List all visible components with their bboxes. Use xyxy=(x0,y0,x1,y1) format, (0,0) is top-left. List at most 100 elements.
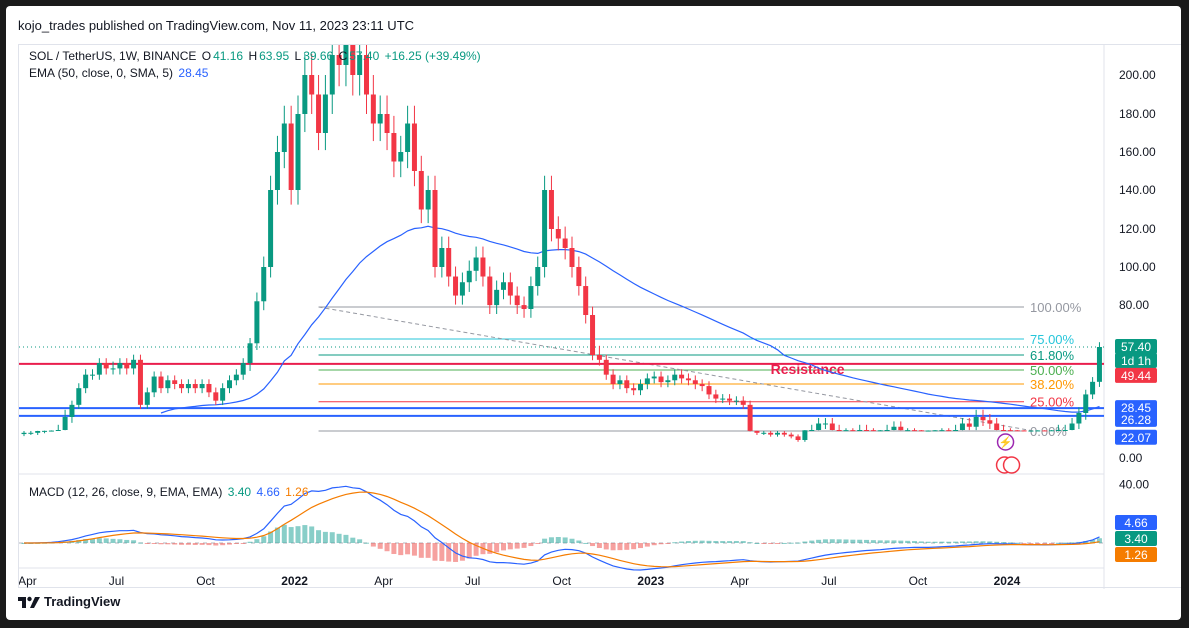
macd-histogram-bar xyxy=(624,543,630,550)
macd-histogram-bar xyxy=(213,543,219,546)
candle-body xyxy=(802,430,808,440)
candle-body xyxy=(1062,430,1068,431)
candle-body xyxy=(1014,430,1020,432)
macd-price-tag: 1.26 xyxy=(1124,548,1148,562)
macd-histogram-bar xyxy=(870,540,876,543)
price-tag-bg xyxy=(1115,411,1157,427)
time-axis-tick: Oct xyxy=(909,574,928,588)
time-axis-tick: Apr xyxy=(19,574,37,588)
high-value: 63.95 xyxy=(259,49,290,63)
candle-body xyxy=(987,420,993,424)
candle-body xyxy=(617,380,623,384)
candle-body xyxy=(1055,430,1061,431)
macd-histogram-bar xyxy=(583,542,589,544)
candle-body xyxy=(877,430,883,432)
time-axis-tick: Oct xyxy=(552,574,571,588)
macd-histogram-bar xyxy=(172,543,178,545)
low-label: L xyxy=(294,49,302,63)
candle-body xyxy=(727,398,733,401)
macd-histogram-bar xyxy=(295,526,301,543)
candle-body xyxy=(638,384,643,391)
macd-histogram-bar xyxy=(1042,543,1048,544)
candle-body xyxy=(357,55,363,75)
macd-histogram-bar xyxy=(562,537,568,543)
macd-histogram-bar xyxy=(411,543,417,556)
macd-histogram-bar xyxy=(446,543,452,562)
macd-histogram-bar xyxy=(227,543,232,545)
candle-body xyxy=(788,434,794,437)
candle-body xyxy=(21,432,27,435)
price-tag: 57.40 xyxy=(1121,340,1151,354)
macd-histogram-bar xyxy=(343,534,349,543)
symbol-title: SOL / TetherUS, 1W, BINANCE xyxy=(29,49,197,63)
dashed-trendline xyxy=(318,306,1035,432)
macd-label: MACD (12, 26, close, 9, EMA, EMA) xyxy=(29,485,223,499)
chart-frame: kojo_trades published on TradingView.com… xyxy=(6,6,1181,620)
candle-body xyxy=(980,417,986,421)
macd-histogram-bar xyxy=(939,541,945,543)
candle-body xyxy=(651,376,657,379)
macd-price-tag: 4.66 xyxy=(1124,516,1148,530)
macd-histogram-bar xyxy=(199,543,205,545)
candle-body xyxy=(562,238,568,248)
candle-body xyxy=(411,123,417,171)
candle-body xyxy=(281,123,287,152)
time-axis-tick: Apr xyxy=(374,574,393,588)
lightning-icon xyxy=(996,433,1015,451)
macd-histogram-bar xyxy=(1090,540,1096,543)
macd-histogram-bar xyxy=(843,539,849,543)
price-axis-tick: 200.00 xyxy=(1119,68,1156,82)
time-axis-tick: Jul xyxy=(465,574,480,588)
candle-body xyxy=(535,267,541,287)
candle-body xyxy=(576,267,582,287)
candle-body xyxy=(137,359,143,405)
candle-body xyxy=(28,432,34,434)
macd-histogram-bar xyxy=(548,537,554,543)
candle-body xyxy=(459,282,465,296)
symbol-legend: SOL / TetherUS, 1W, BINANCE O 41.16 H 63.9… xyxy=(29,49,483,63)
macd-histogram-bar xyxy=(487,543,493,554)
macd-histogram-bar xyxy=(973,541,979,543)
macd-histogram-bar xyxy=(994,541,1000,543)
macd-histogram-bar xyxy=(1007,542,1013,544)
chart-svg[interactable]: 200.00 180.00 160.00 140.00 120.00 100.00 80.0… xyxy=(19,45,1181,589)
candle-body xyxy=(274,152,280,190)
macd-histogram-bar xyxy=(733,541,739,543)
candle-body xyxy=(446,248,452,277)
time-axis-tick: Jul xyxy=(821,574,836,588)
macd-histogram-bar xyxy=(590,543,596,547)
fib-level-label: 38.20% xyxy=(1030,377,1075,392)
candle-body xyxy=(480,257,486,277)
macd-histogram-bar xyxy=(775,543,780,544)
chart-area[interactable]: 200.00 180.00 160.00 140.00 120.00 100.00 80.0… xyxy=(18,44,1181,589)
macd-legend: MACD (12, 26, close, 9, EMA, EMA) 3.40 4… xyxy=(29,485,311,499)
macd-histogram-bar xyxy=(610,543,616,551)
macd-histogram-bar xyxy=(405,543,411,555)
macd-histogram-bar xyxy=(631,543,637,550)
candle-body xyxy=(268,190,274,267)
candle-body xyxy=(775,432,780,435)
candle-body xyxy=(96,363,102,375)
ema-label: EMA (50, close, 0, SMA, 5) xyxy=(29,66,174,80)
macd-histogram-bar xyxy=(1035,543,1041,544)
macd-histogram-bar xyxy=(685,541,691,543)
macd-histogram-bar xyxy=(398,543,404,556)
macd-histogram-bar xyxy=(240,543,246,544)
macd-histogram-bar xyxy=(576,540,582,543)
macd-histogram-bar xyxy=(233,543,239,544)
macd-histogram-bar xyxy=(370,543,376,547)
macd-histogram-bar xyxy=(124,539,130,543)
candle-body xyxy=(1049,430,1054,432)
tradingview-logo[interactable]: TradingView xyxy=(18,594,120,609)
macd-histogram-bar xyxy=(137,542,143,544)
candle-body xyxy=(1007,430,1013,432)
candle-body xyxy=(761,432,767,434)
time-axis-tick: 2024 xyxy=(994,574,1021,588)
candle-body xyxy=(473,257,479,271)
macd-histogram-bar xyxy=(795,542,801,544)
macd-histogram-bar xyxy=(185,543,191,545)
candle-body xyxy=(624,380,630,389)
price-tag-bg xyxy=(1115,400,1157,416)
macd-histogram-bar xyxy=(1062,542,1068,544)
macd-histogram-bar xyxy=(980,541,986,543)
